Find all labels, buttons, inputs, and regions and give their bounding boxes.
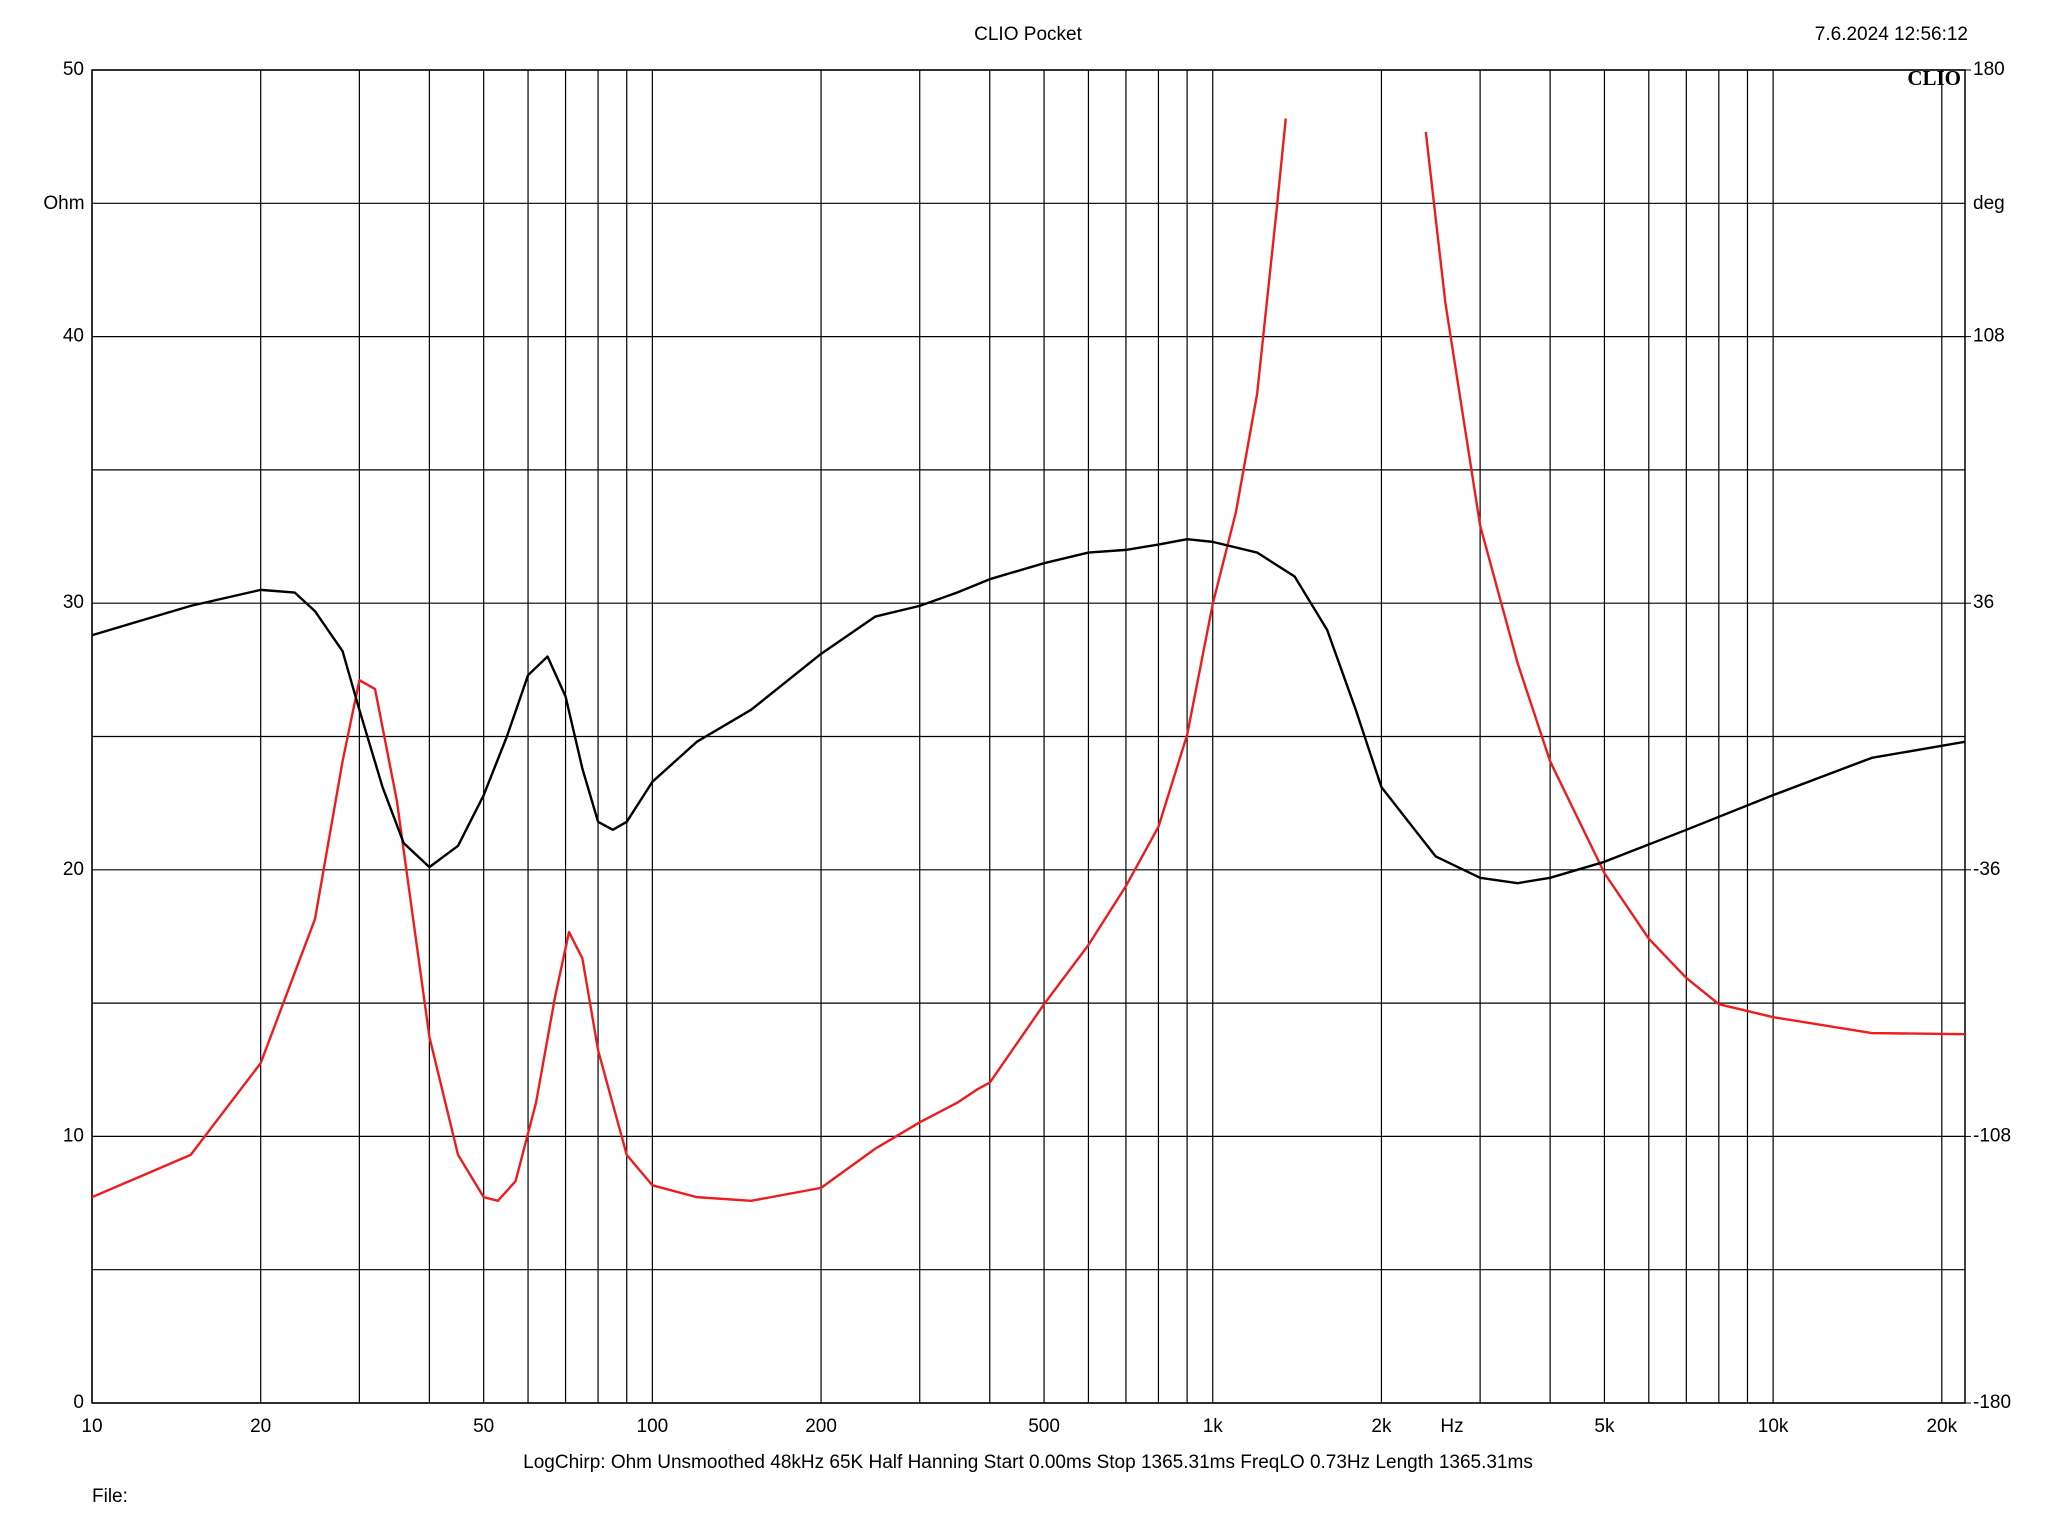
chart-title: CLIO Pocket [974,24,1082,45]
series-line [92,538,1965,885]
y-axis-label: Ohm [43,193,84,214]
x-tick-label: 20k [1926,1416,1957,1437]
x-tick-label: 200 [805,1416,837,1437]
x-tick-label: 10 [81,1416,102,1437]
y-tick-label: 0 [73,1392,84,1413]
y-tick-label: 40 [63,326,84,347]
x-tick-label: 10k [1758,1416,1789,1437]
x-axis-label: Hz [1440,1416,1463,1437]
y2-tick-label: 36 [1973,592,1994,613]
x-tick-label: 20 [250,1416,271,1437]
x-tick-label: 5k [1594,1416,1615,1437]
timestamp: 7.6.2024 12:56:12 [1815,24,1968,45]
x-tick-label: 2k [1371,1416,1392,1437]
y2-tick-label: 180 [1973,59,2005,80]
grid [91,69,1965,1404]
file-label: File: [92,1486,128,1507]
x-tick-label: 500 [1028,1416,1060,1437]
y2-tick-label: -180 [1973,1392,2011,1413]
y-tick-label: 50 [63,59,84,80]
plot-area [92,118,1965,1203]
y-tick-label: 20 [63,859,84,880]
y2-tick-label: 108 [1973,326,2005,347]
y2-tick-label: -36 [1973,859,2000,880]
series-line [92,118,1965,1203]
y2-tick-label: -108 [1973,1125,2011,1146]
x-tick-label: 100 [637,1416,669,1437]
footer: LogChirp: Ohm Unsmoothed 48kHz 65K Half … [523,1452,1533,1473]
x-tick-label: 1k [1203,1416,1224,1437]
y2-axis-label: deg [1973,193,2005,214]
y-tick-label: 10 [63,1125,84,1146]
y-tick-label: 30 [63,592,84,613]
x-tick-label: 50 [473,1416,494,1437]
